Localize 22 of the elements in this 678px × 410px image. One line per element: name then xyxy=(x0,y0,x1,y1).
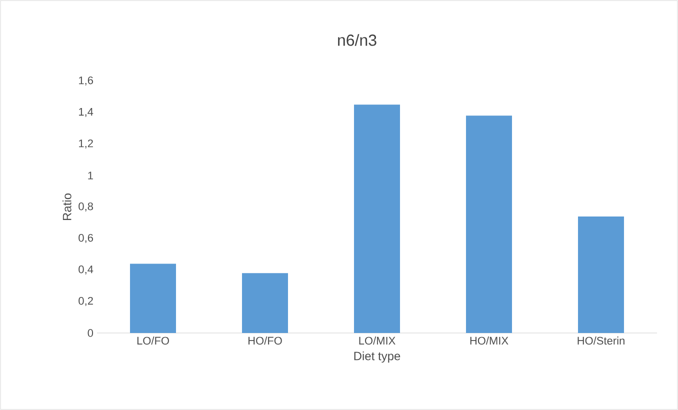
y-tick-label: 0,4 xyxy=(78,265,94,275)
chart-title: n6/n3 xyxy=(338,34,376,46)
bar xyxy=(130,264,176,333)
bar xyxy=(578,216,624,333)
y-tick-label: 1,4 xyxy=(79,108,94,117)
x-tick-label: HO/FO xyxy=(248,336,282,345)
x-tick-label: LO/FO xyxy=(137,336,169,345)
y-tick-label: 1,2 xyxy=(79,139,93,149)
x-axis-title: Diet type xyxy=(354,351,400,363)
bar xyxy=(354,104,400,333)
y-tick-label: 1 xyxy=(88,172,93,180)
y-axis-title: Ratio xyxy=(62,194,72,220)
y-tick-label: 1,6 xyxy=(79,76,93,86)
x-tick-label: HO/Sterin xyxy=(578,336,624,345)
bar xyxy=(242,273,288,333)
bar xyxy=(466,116,512,333)
y-tick-label: 0 xyxy=(88,329,94,337)
y-tick-label: 0,6 xyxy=(78,234,93,244)
y-tick-label: 0,8 xyxy=(78,202,93,212)
x-tick-label: HO/MIX xyxy=(470,336,508,345)
y-tick-label: 0,2 xyxy=(78,296,93,306)
x-tick-label: LO/MIX xyxy=(359,336,396,345)
